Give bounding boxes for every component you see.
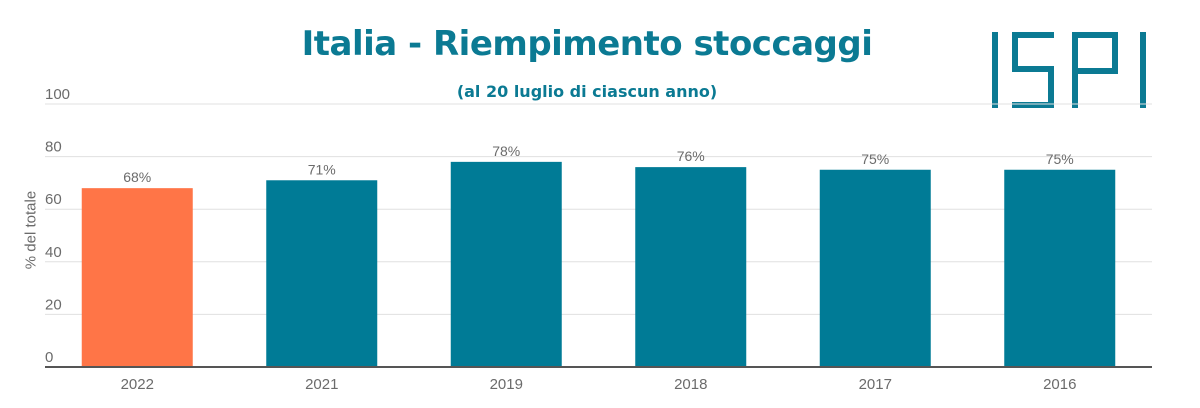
y-tick-label: 0 [45,349,53,366]
data-label: 68% [123,169,151,185]
y-tick-label: 20 [45,296,62,313]
data-label: 75% [1046,151,1074,167]
data-label: 78% [492,143,520,159]
bar-2018 [635,167,747,367]
y-tick-label: 80 [45,139,62,156]
chart-subtitle: (al 20 luglio di ciascun anno) [456,82,718,101]
y-tick-label: 100 [45,86,70,103]
y-tick-label: 60 [45,191,62,208]
bar-2016 [1004,169,1116,367]
x-tick-label: 2016 [1043,376,1076,393]
bar-2017 [819,169,931,367]
data-label: 71% [308,161,336,177]
x-tick-label: 2018 [674,376,707,393]
y-tick-label: 40 [45,244,62,261]
x-tick-label: 2017 [859,376,892,393]
ispi-logo [992,32,1146,108]
data-label: 76% [677,148,705,164]
data-label: 75% [861,151,889,167]
x-tick-label: 2019 [490,376,523,393]
x-tick-label: 2022 [121,376,154,393]
bar-2021 [266,180,378,367]
bar-2019 [450,161,562,367]
chart-title: Italia - Riempimento stoccaggi [301,24,873,64]
bar-2022 [81,188,193,367]
x-tick-label: 2021 [305,376,338,393]
